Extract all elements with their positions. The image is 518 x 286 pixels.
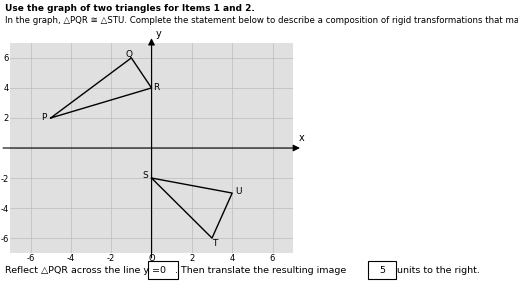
Text: P: P: [41, 114, 46, 122]
FancyBboxPatch shape: [368, 261, 396, 279]
Text: . Then translate the resulting image: . Then translate the resulting image: [175, 266, 347, 275]
FancyBboxPatch shape: [148, 261, 178, 279]
Text: Q: Q: [126, 50, 133, 59]
Text: In the graph, △PQR ≅ △STU. Complete the statement below to describe a compositio: In the graph, △PQR ≅ △STU. Complete the …: [5, 16, 518, 25]
Text: 0: 0: [160, 266, 166, 275]
Text: Reflect △PQR across the line y =: Reflect △PQR across the line y =: [5, 266, 163, 275]
Text: x: x: [299, 133, 305, 143]
Text: units to the right.: units to the right.: [394, 266, 480, 275]
Text: S: S: [142, 170, 148, 180]
Text: R: R: [153, 83, 160, 92]
Text: y: y: [155, 29, 161, 39]
Text: Use the graph of two triangles for Items 1 and 2.: Use the graph of two triangles for Items…: [5, 4, 255, 13]
Text: U: U: [235, 187, 241, 196]
Text: 5: 5: [379, 266, 385, 275]
Text: T: T: [212, 239, 218, 248]
